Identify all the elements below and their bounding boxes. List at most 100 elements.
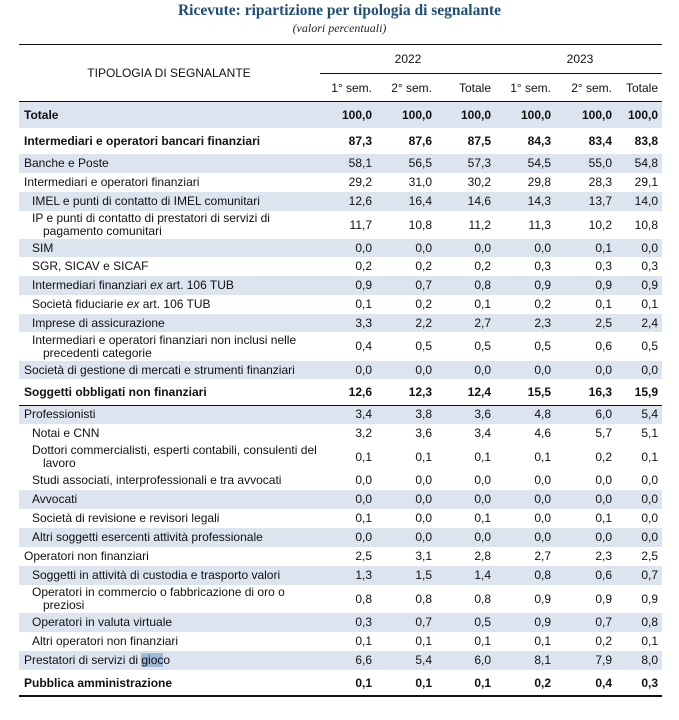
cell-value: 0,1 bbox=[355, 449, 372, 464]
label-text: Altri soggetti esercenti attività profes… bbox=[32, 530, 263, 544]
year-rule bbox=[320, 73, 662, 74]
cell-value: 0,2 bbox=[534, 297, 551, 311]
column-header: 1° sem. bbox=[331, 81, 372, 95]
label-text: Operatori in commercio o fabbricazione d… bbox=[32, 585, 285, 612]
row-label: Dottori commercialisti, esperti contabil… bbox=[19, 443, 318, 471]
cell-value: 2,7 bbox=[534, 549, 551, 563]
table-row: Professionisti 3,4 3,8 3,6 4,8 6,0 5,4 bbox=[19, 405, 662, 424]
cell-value: 55,0 bbox=[557, 154, 618, 173]
cell-value: 0,0 bbox=[595, 473, 612, 487]
label-text: Professionisti bbox=[24, 407, 96, 421]
cell-value: 3,6 bbox=[415, 426, 432, 440]
cell-value: 58,1 bbox=[318, 154, 378, 173]
table-row: Totale 100,0 100,0 100,0 100,0 100,0 100,0 bbox=[19, 102, 662, 128]
label-text: Notai e CNN bbox=[32, 426, 100, 440]
cell-value: 0,0 bbox=[497, 361, 557, 379]
cell-value: 0,1 bbox=[355, 675, 372, 690]
cell-value: 0,3 bbox=[641, 259, 658, 273]
cell-value: 0,0 bbox=[378, 528, 438, 547]
row-label: Società fiduciarie ex art. 106 TUB bbox=[19, 295, 318, 314]
cell-value: 0,2 bbox=[415, 297, 432, 311]
cell-value: 2,3 bbox=[595, 549, 612, 563]
cell-value: 0,1 bbox=[534, 634, 551, 648]
cell-value: 0,4 bbox=[355, 339, 372, 353]
table-row: Società di revisione e revisori legali 0,… bbox=[19, 509, 662, 528]
cell-value: 0,5 bbox=[641, 339, 658, 353]
cell-value: 54,5 bbox=[497, 154, 557, 173]
cell-value: 3,3 bbox=[318, 314, 378, 332]
cell-value: 0,0 bbox=[318, 239, 378, 257]
label-text: Pubblica amministrazione bbox=[24, 675, 173, 690]
row-label: Studi associati, interprofessionali e tr… bbox=[19, 471, 318, 490]
cell-value: 4,6 bbox=[534, 426, 551, 440]
cell-value: 0,0 bbox=[641, 511, 658, 525]
label-text: art. 106 TUB bbox=[162, 278, 234, 292]
table-row: Altri soggetti esercenti attività profes… bbox=[19, 528, 662, 547]
cell-value: 0,0 bbox=[438, 361, 497, 379]
cell-value: 0,0 bbox=[497, 239, 557, 257]
label-text: Società fiduciarie bbox=[32, 297, 127, 311]
year-2022: 2022 bbox=[394, 52, 422, 66]
column-header: Totale bbox=[458, 81, 491, 95]
table-row: Operatori in commercio o fabbricazione d… bbox=[19, 585, 662, 613]
cell-value: 6,0 bbox=[557, 405, 618, 424]
cell-value: 0,7 bbox=[618, 566, 662, 585]
text-selection: gioc bbox=[141, 653, 164, 667]
cell-value: 0,0 bbox=[438, 239, 497, 257]
label-text: ex bbox=[150, 278, 163, 292]
row-label: Prestatori di servizi di gioco bbox=[19, 651, 318, 670]
table-row: Prestatori di servizi di gioco 6,6 5,4 6,0 8… bbox=[19, 651, 662, 670]
cell-value: 0,5 bbox=[438, 613, 497, 632]
cell-value: 56,5 bbox=[378, 154, 438, 173]
table-row: Intermediari e operatori bancari finanzi… bbox=[19, 128, 662, 154]
data-table: Totale 100,0 100,0 100,0 100,0 100,0 100,0 Inte… bbox=[19, 102, 662, 696]
cell-value: 0,1 bbox=[415, 675, 432, 690]
row-label: Società di revisione e revisori legali bbox=[19, 509, 318, 528]
cell-value: 3,8 bbox=[378, 405, 438, 424]
table-row: Altri operatori non finanziari 0,1 0,1 0,1 0… bbox=[19, 632, 662, 651]
cell-value: 15,5 bbox=[527, 384, 551, 399]
cell-value: 0,1 bbox=[474, 634, 491, 648]
row-label: Intermediari e operatori bancari finanzi… bbox=[19, 128, 318, 154]
label-text: Totale bbox=[24, 107, 59, 122]
cell-value: 0,1 bbox=[415, 634, 432, 648]
cell-value: 0,2 bbox=[534, 675, 551, 690]
label-text: Società di gestione di mercati e strumen… bbox=[24, 362, 295, 377]
cell-value: 5,7 bbox=[595, 426, 612, 440]
cell-value: 30,2 bbox=[467, 175, 491, 189]
table-row: Notai e CNN 3,2 3,6 3,4 4,6 5,7 5,1 bbox=[19, 424, 662, 443]
table-row: Intermediari e operatori finanziari 29,2 3… bbox=[19, 173, 662, 192]
cell-value: 14,3 bbox=[497, 192, 557, 211]
cell-value: 0,7 bbox=[378, 276, 438, 295]
cell-value: 6,6 bbox=[318, 651, 378, 670]
table-row: IP e punti di contatto di prestatori di … bbox=[19, 211, 662, 239]
row-label: Totale bbox=[19, 102, 318, 128]
table-row: Intermediari finanziari ex art. 106 TUB 0… bbox=[19, 276, 662, 295]
cell-value: 0,9 bbox=[595, 591, 612, 606]
section-rule bbox=[19, 405, 662, 406]
row-label: Altri operatori non finanziari bbox=[19, 632, 318, 651]
row-label: Operatori in commercio o fabbricazione d… bbox=[19, 585, 318, 613]
label-text: Intermediari e operatori finanziari non … bbox=[32, 332, 297, 360]
cell-value: 0,9 bbox=[641, 591, 658, 606]
cell-value: 0,5 bbox=[534, 339, 551, 353]
cell-value: 0,1 bbox=[641, 297, 658, 311]
cell-value: 84,3 bbox=[527, 133, 551, 148]
cell-value: 0,9 bbox=[497, 613, 557, 632]
cell-value: 12,3 bbox=[408, 384, 432, 399]
cell-value: 0,0 bbox=[641, 473, 658, 487]
cell-value: 0,0 bbox=[378, 490, 438, 509]
row-label: Professionisti bbox=[19, 405, 318, 424]
cell-value: 0,8 bbox=[497, 566, 557, 585]
cell-value: 0,0 bbox=[318, 528, 378, 547]
row-label: Imprese di assicurazione bbox=[19, 314, 318, 332]
cell-value: 0,8 bbox=[355, 591, 372, 606]
cell-value: 0,3 bbox=[534, 259, 551, 273]
cell-value: 10,2 bbox=[588, 217, 612, 232]
cell-value: 0,0 bbox=[534, 511, 551, 525]
cell-value: 0,0 bbox=[355, 473, 372, 487]
cell-value: 0,1 bbox=[595, 297, 612, 311]
cell-value: 31,0 bbox=[408, 175, 432, 189]
cell-value: 0,1 bbox=[641, 449, 658, 464]
cell-value: 0,6 bbox=[557, 566, 618, 585]
